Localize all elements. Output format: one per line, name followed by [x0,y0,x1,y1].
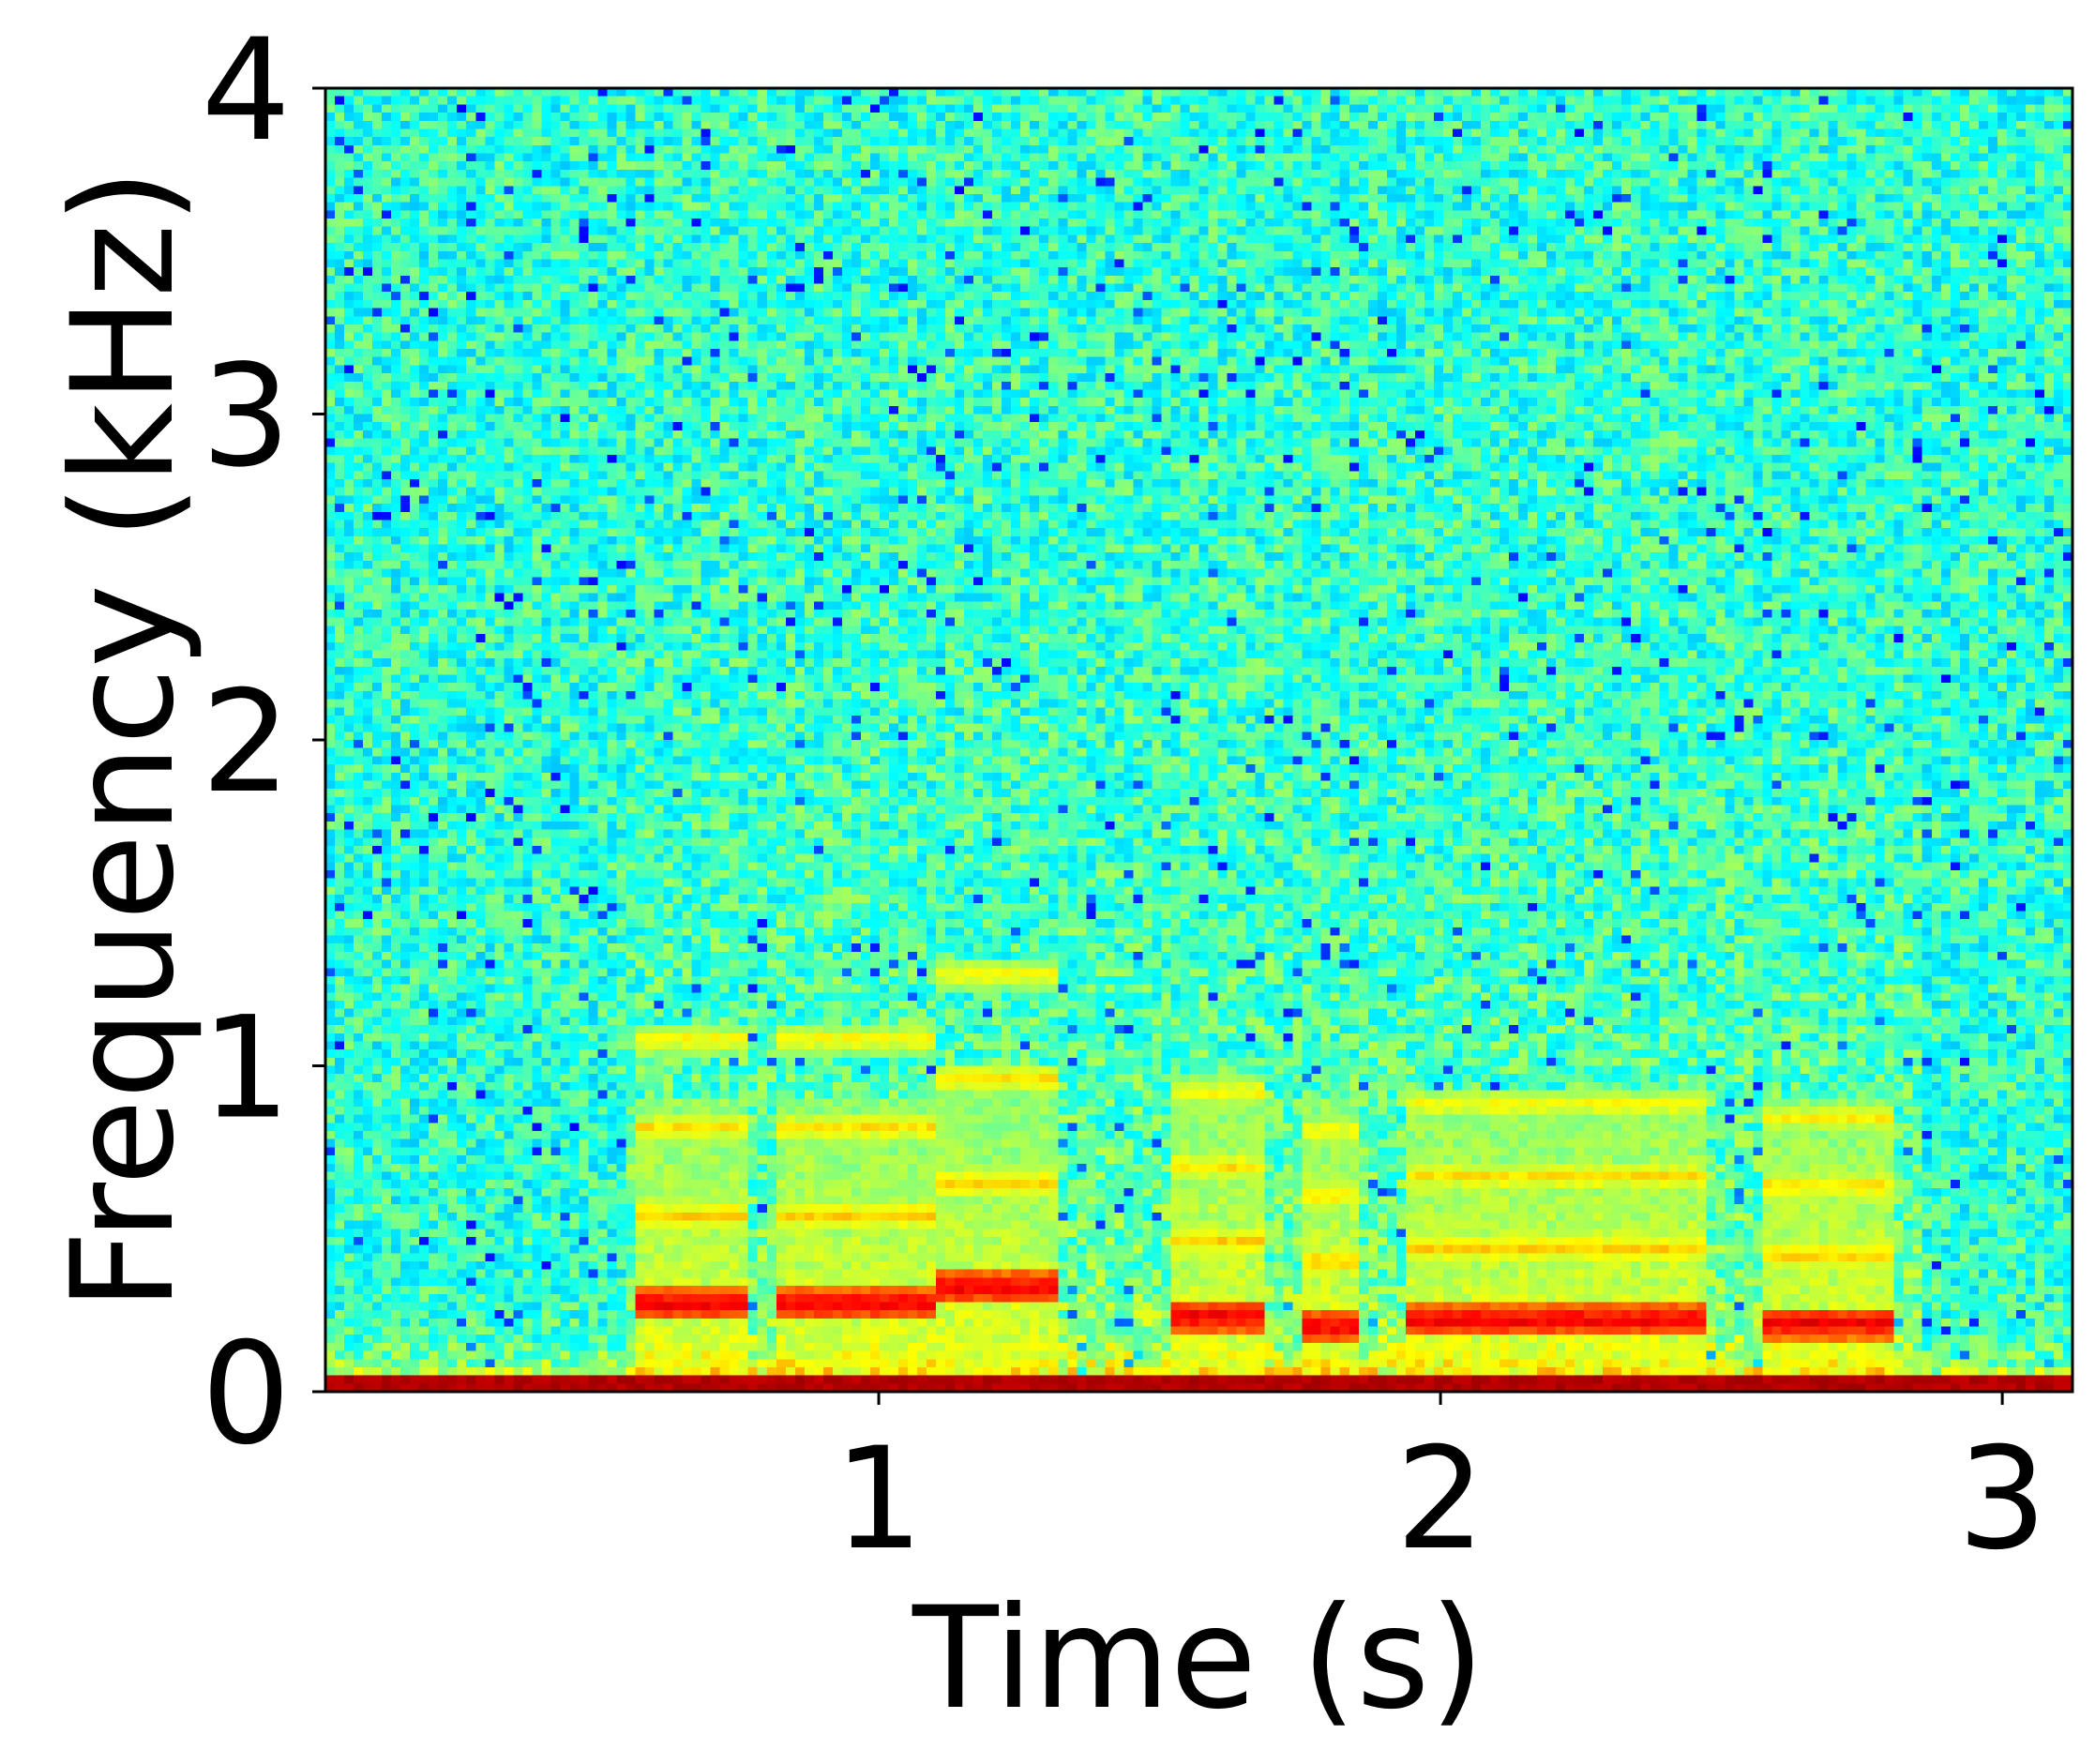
y-tick-label: 4 [202,9,291,173]
spectrogram-heatmap [325,88,2072,1392]
x-tick-label: 2 [1395,1418,1485,1581]
x-axis: 1 2 3 [834,1392,2047,1581]
y-tick-label: 3 [202,336,291,499]
y-axis: 0 1 2 3 4 [202,9,325,1476]
x-axis-label: Time (s) [912,1577,1485,1741]
x-tick-label: 1 [834,1418,923,1581]
y-axis-label: Frequency (kHz) [42,169,205,1311]
plot-area [324,86,2074,1394]
y-tick-label: 0 [202,1313,291,1476]
y-tick-label: 2 [202,661,291,824]
y-tick-label: 1 [202,988,291,1151]
x-tick-label: 3 [1957,1418,2046,1581]
